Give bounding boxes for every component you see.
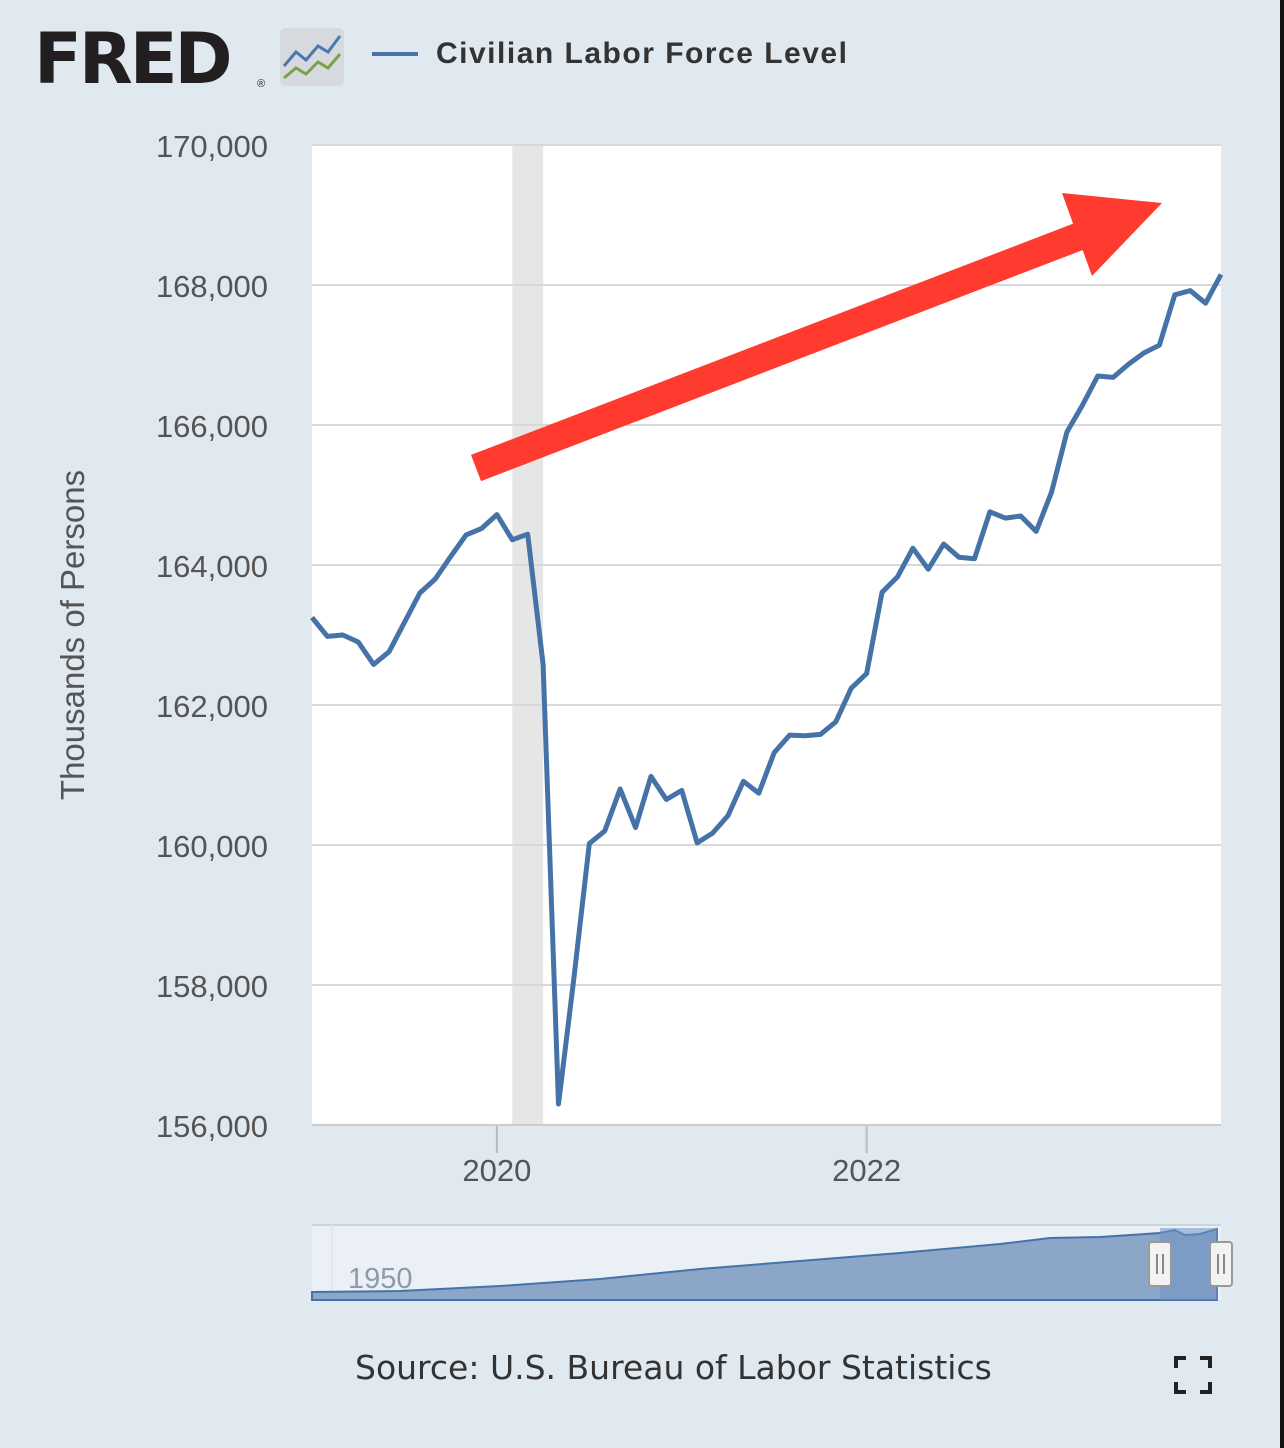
annotation-arrow-head (1062, 193, 1162, 276)
navigator-right-handle[interactable] (1209, 1241, 1233, 1287)
plot-area (312, 145, 1221, 1125)
fred-logo[interactable]: FRED ® (34, 22, 354, 100)
y-tick-label: 166,000 (156, 409, 268, 444)
legend-label: Civilian Labor Force Level (436, 37, 849, 70)
window-edge (1280, 0, 1284, 1448)
x-tick-label: 2020 (462, 1153, 531, 1188)
line-chart-icon (280, 28, 344, 86)
legend-swatch (372, 52, 418, 56)
y-tick-label: 170,000 (156, 129, 268, 164)
series-line (310, 273, 1224, 1107)
fullscreen-icon[interactable] (1174, 1356, 1212, 1394)
registered-mark: ® (257, 78, 266, 90)
y-tick-label: 162,000 (156, 689, 268, 724)
logo-wordmark: FRED (34, 18, 233, 100)
annotation-arrow-shaft (470, 219, 1094, 482)
navigator-left-handle[interactable] (1148, 1241, 1172, 1287)
chart-legend[interactable]: Civilian Labor Force Level (372, 32, 848, 76)
navigator-year-label: 1950 (348, 1263, 413, 1295)
y-tick-label: 158,000 (156, 969, 268, 1004)
y-tick-label: 164,000 (156, 549, 268, 584)
source-note: Source: U.S. Bureau of Labor Statistics (355, 1348, 992, 1387)
handle-body (1209, 1241, 1233, 1287)
y-axis-label: Thousands of Persons (54, 470, 91, 800)
y-tick-label: 160,000 (156, 829, 268, 864)
y-tick-label: 156,000 (156, 1109, 268, 1144)
handle-body (1148, 1241, 1172, 1287)
x-tick-label: 2022 (832, 1153, 901, 1188)
y-tick-label: 168,000 (156, 269, 268, 304)
